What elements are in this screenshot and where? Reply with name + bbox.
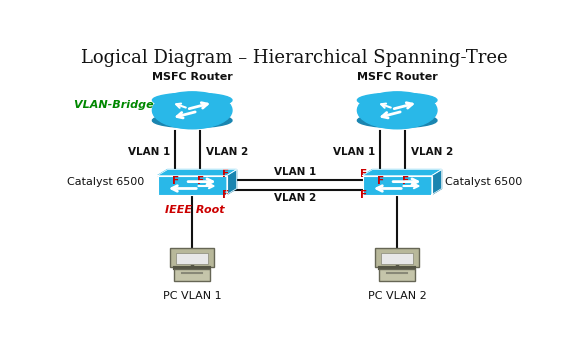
Text: F: F bbox=[197, 176, 204, 186]
Text: F: F bbox=[222, 190, 229, 200]
Text: F: F bbox=[377, 118, 384, 128]
Text: F: F bbox=[377, 176, 384, 186]
Text: F: F bbox=[172, 118, 179, 128]
Text: B: B bbox=[401, 118, 409, 128]
Text: VLAN 2: VLAN 2 bbox=[274, 193, 316, 203]
Text: Logical Diagram – Hierarchical Spanning-Tree: Logical Diagram – Hierarchical Spanning-… bbox=[82, 49, 508, 67]
Text: PC VLAN 1: PC VLAN 1 bbox=[163, 291, 221, 301]
Ellipse shape bbox=[152, 92, 232, 129]
FancyBboxPatch shape bbox=[381, 253, 413, 264]
Ellipse shape bbox=[358, 93, 437, 107]
Ellipse shape bbox=[152, 113, 232, 128]
Text: VLAN 1: VLAN 1 bbox=[333, 148, 375, 157]
FancyBboxPatch shape bbox=[174, 269, 210, 281]
Text: Catalyst 6500: Catalyst 6500 bbox=[446, 177, 523, 187]
Text: F: F bbox=[360, 169, 367, 179]
FancyBboxPatch shape bbox=[170, 248, 214, 267]
Ellipse shape bbox=[152, 93, 232, 107]
Polygon shape bbox=[363, 169, 442, 175]
Text: IEEE Root: IEEE Root bbox=[164, 205, 224, 215]
FancyBboxPatch shape bbox=[363, 175, 432, 195]
Text: VLAN 2: VLAN 2 bbox=[411, 148, 453, 157]
Ellipse shape bbox=[358, 92, 437, 129]
Polygon shape bbox=[158, 169, 236, 175]
Text: VLAN 1: VLAN 1 bbox=[128, 148, 170, 157]
Text: Catalyst 6500: Catalyst 6500 bbox=[67, 177, 144, 187]
Ellipse shape bbox=[358, 113, 437, 128]
FancyBboxPatch shape bbox=[380, 269, 415, 281]
Text: VLAN 1: VLAN 1 bbox=[274, 167, 316, 176]
FancyBboxPatch shape bbox=[158, 175, 227, 195]
Text: F: F bbox=[402, 176, 409, 186]
Text: VLAN-Bridge ROOT: VLAN-Bridge ROOT bbox=[74, 100, 193, 110]
Polygon shape bbox=[432, 169, 442, 195]
Text: VLAN 2: VLAN 2 bbox=[206, 148, 248, 157]
FancyBboxPatch shape bbox=[375, 248, 419, 267]
Text: F: F bbox=[197, 118, 204, 128]
Text: MSFC Router: MSFC Router bbox=[152, 72, 232, 82]
Polygon shape bbox=[227, 169, 236, 195]
FancyBboxPatch shape bbox=[177, 253, 208, 264]
Text: MSFC Router: MSFC Router bbox=[357, 72, 438, 82]
Text: F: F bbox=[172, 176, 179, 186]
Text: PC VLAN 2: PC VLAN 2 bbox=[368, 291, 427, 301]
Text: F: F bbox=[222, 169, 229, 179]
Text: F: F bbox=[360, 190, 367, 200]
